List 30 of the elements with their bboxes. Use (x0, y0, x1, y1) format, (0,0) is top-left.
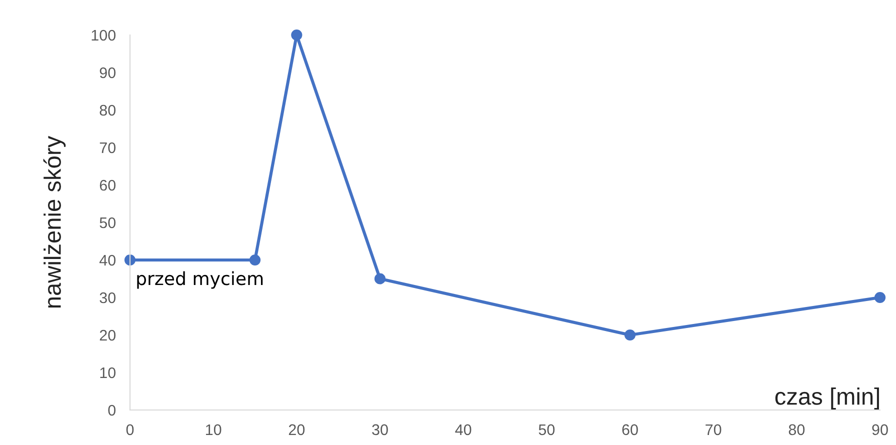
y-tick-label: 60 (100, 180, 116, 191)
point (291, 29, 302, 41)
y-tick-label: 90 (100, 67, 116, 78)
x-tick-label: 40 (455, 424, 472, 436)
x-tick-label: 60 (622, 424, 638, 436)
x-tick-label: 30 (372, 424, 388, 436)
point (124, 254, 136, 266)
point (249, 254, 261, 266)
x-tick-label: 80 (788, 424, 805, 436)
y-tick-label: 30 (100, 292, 116, 304)
y-tick-label: 20 (100, 330, 116, 341)
x-tick-label: 70 (706, 424, 722, 436)
point (624, 329, 636, 341)
y-axis-title: nawilżenie skóry (43, 136, 66, 308)
y-tick-label: 70 (100, 142, 116, 154)
y-tick-label: 50 (100, 217, 116, 228)
x-tick-label: 50 (538, 424, 555, 436)
annotation: przed myciem (137, 271, 263, 289)
point (874, 292, 886, 304)
x-tick-label: 0 (126, 424, 134, 436)
x-tick-label: 10 (206, 424, 222, 436)
y-tick-label: 40 (99, 254, 116, 266)
x-axis-title: czas [min] (775, 388, 879, 410)
point (374, 273, 386, 284)
y-tick-label: 0 (108, 404, 116, 416)
x-tick-label: 90 (872, 424, 888, 436)
x-tick-label: 20 (288, 424, 305, 436)
y-tick-label: 80 (100, 104, 116, 116)
y-tick-label: 10 (100, 367, 116, 378)
y-tick-label: 100 (92, 30, 116, 41)
